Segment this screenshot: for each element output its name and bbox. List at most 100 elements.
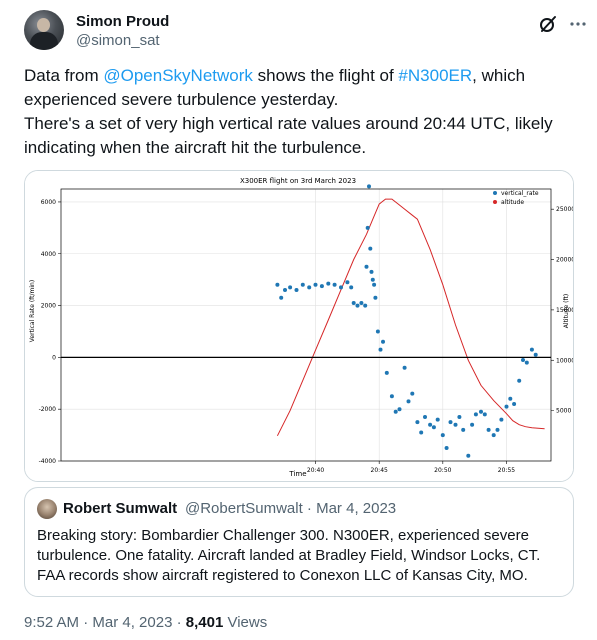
vertical-rate-point xyxy=(283,288,287,292)
chart-title: X300ER flight on 3rd March 2023 xyxy=(240,177,356,185)
tweet-body: Data from @OpenSkyNetwork shows the flig… xyxy=(24,64,574,160)
vertical-rate-point xyxy=(375,329,380,334)
vertical-rate-point xyxy=(369,269,374,274)
author-avatar[interactable] xyxy=(24,10,64,50)
legend-marker-altitude xyxy=(493,200,497,204)
tweet-text-part: shows the flight of xyxy=(252,66,399,85)
y2-tick-label: 5000 xyxy=(556,408,571,415)
quoted-author-meta: @RobertSumwalt · Mar 4, 2023 xyxy=(185,500,397,517)
vertical-rate-point xyxy=(415,420,420,425)
vertical-rate-point xyxy=(397,407,402,412)
vertical-rate-point xyxy=(423,415,427,419)
legend-label-altitude: altitude xyxy=(501,199,524,206)
vertical-rate-point xyxy=(524,360,529,365)
y-tick-label: 0 xyxy=(52,354,56,361)
mention-link[interactable]: @OpenSkyNetwork xyxy=(103,66,253,85)
plot-frame xyxy=(60,188,552,462)
vertical-rate-point xyxy=(440,433,445,438)
vertical-rate-point xyxy=(294,288,299,292)
y-tick-label: 2000 xyxy=(41,303,56,310)
vertical-rate-point xyxy=(372,282,377,287)
vertical-rate-point xyxy=(378,347,383,352)
tweet-timestamp[interactable]: 9:52 AM · Mar 4, 2023 · xyxy=(24,614,186,631)
vertical-rate-point xyxy=(319,284,324,289)
vertical-rate-point xyxy=(499,417,504,422)
vertical-rate-point xyxy=(444,446,449,450)
y-tick-label: 4000 xyxy=(41,251,56,258)
hashtag-link[interactable]: #N300ER xyxy=(398,66,473,85)
vertical-rate-point xyxy=(529,347,534,352)
vertical-rate-point xyxy=(448,420,453,425)
tweet-footer: 9:52 AM · Mar 4, 2023 · 8,401 Views xyxy=(24,614,267,631)
quoted-tweet[interactable]: Robert Sumwalt @RobertSumwalt · Mar 4, 2… xyxy=(24,487,574,597)
x-tick-label: 20:55 xyxy=(498,467,515,474)
vertical-rate-point xyxy=(326,281,331,286)
legend-marker-vertical-rate xyxy=(493,191,497,195)
vertical-rate-point xyxy=(495,427,500,432)
vertical-rate-point xyxy=(373,295,378,300)
x-axis-label: Time xyxy=(288,470,306,478)
tweet-media-chart[interactable]: X300ER flight on 3rd March 2023 20:40 20:… xyxy=(24,170,574,482)
grok-icon[interactable] xyxy=(538,14,558,34)
tweet-text-part: , which experienced severe turbulence ye… xyxy=(24,66,526,109)
vertical-rate-point xyxy=(504,404,509,409)
legend-label-vertical-rate: vertical_rate xyxy=(501,190,539,197)
y2-tick-label: 15000 xyxy=(556,307,574,314)
vertical-rate-point xyxy=(428,422,433,427)
vertical-rate-point xyxy=(473,412,478,417)
vertical-rate-point xyxy=(508,396,513,401)
vertical-rate-point xyxy=(419,430,424,435)
y-tick-label: -2000 xyxy=(39,406,57,413)
vertical-rate-point xyxy=(457,415,462,419)
vertical-rate-point xyxy=(486,427,491,432)
vertical-rate-point xyxy=(384,370,389,375)
vertical-rate-point xyxy=(368,246,373,251)
vertical-rate-point xyxy=(332,282,337,287)
vertical-rate-point xyxy=(389,394,394,399)
vertical-rate-point xyxy=(367,184,371,189)
vertical-rate-point xyxy=(393,409,398,414)
vertical-rate-point xyxy=(435,417,440,422)
vertical-rate-point xyxy=(313,282,318,287)
vertical-rate-point xyxy=(275,282,280,287)
vertical-rate-point xyxy=(359,301,364,305)
vertical-rate-point xyxy=(339,285,343,290)
author-display-name[interactable]: Simon Proud xyxy=(76,13,170,30)
y2-tick-label: 20000 xyxy=(556,257,574,264)
y-axis-label: Vertical Rate (ft/min) xyxy=(29,280,36,342)
y2-tick-label: 25000 xyxy=(556,206,574,213)
vertical-rate-point xyxy=(533,352,538,357)
altitude-line xyxy=(276,198,545,437)
flight-chart: X300ER flight on 3rd March 2023 20:40 20:… xyxy=(25,171,574,481)
x-tick-label: 20:45 xyxy=(371,467,388,474)
vertical-rate-point xyxy=(363,303,368,308)
tweet-text-part: Data from xyxy=(24,66,104,85)
avatar-body xyxy=(30,32,58,50)
quoted-author-name[interactable]: Robert Sumwalt xyxy=(63,500,178,517)
vertical-rate-point xyxy=(453,422,458,427)
vertical-rate-point xyxy=(349,285,354,290)
views-label: Views xyxy=(223,614,268,631)
vertical-rate-point xyxy=(279,295,284,300)
tweet-text-part: There's a set of very high vertical rate… xyxy=(24,114,553,157)
vertical-rate-point xyxy=(466,453,471,458)
vertical-rate-point xyxy=(345,280,350,285)
vertical-rate-point xyxy=(479,409,483,414)
quoted-author-avatar[interactable] xyxy=(37,499,57,519)
vertical-rate-point xyxy=(370,277,375,282)
vertical-rate-point xyxy=(521,358,525,362)
vertical-rate-point xyxy=(351,301,356,305)
more-options-icon[interactable] xyxy=(568,14,588,34)
y-tick-label: -4000 xyxy=(39,458,57,465)
y-tick-label: 6000 xyxy=(41,199,56,206)
vertical-rate-point xyxy=(491,433,496,438)
altitude-series xyxy=(276,198,545,437)
author-handle[interactable]: @simon_sat xyxy=(76,32,160,49)
vertical-rate-point xyxy=(406,399,411,404)
views-count[interactable]: 8,401 xyxy=(185,614,224,631)
vertical-rate-point xyxy=(461,427,466,432)
vertical-rate-point xyxy=(365,225,370,230)
vertical-rate-point xyxy=(470,422,475,427)
vertical-rate-point xyxy=(288,285,293,290)
vertical-rate-point xyxy=(307,285,312,290)
